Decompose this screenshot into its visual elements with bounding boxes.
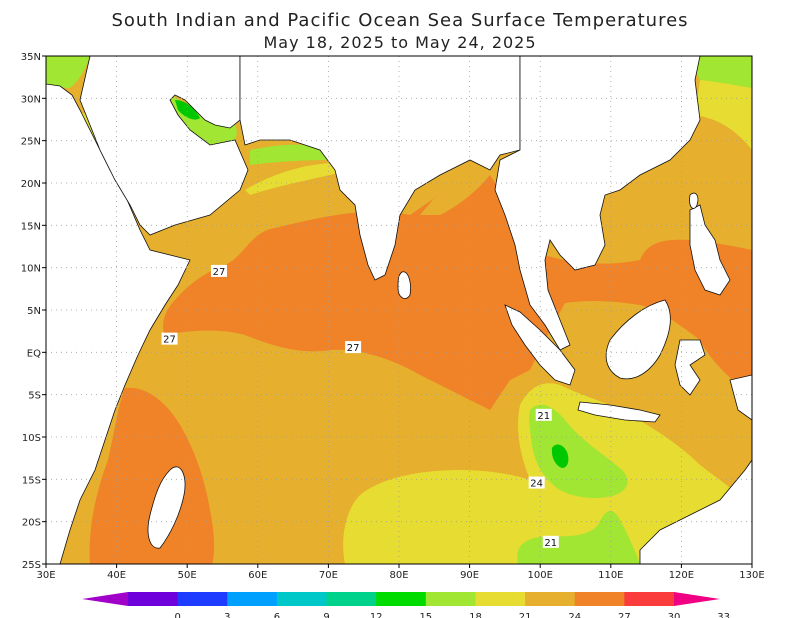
y-tick-label: 10N	[21, 264, 41, 275]
colorbar-cell	[574, 592, 625, 606]
land-sri-lanka	[397, 271, 411, 299]
y-tick-label: 5N	[27, 306, 41, 317]
colorbar-label: 18	[469, 612, 482, 618]
y-tick-label: 15S	[22, 475, 41, 486]
y-tick-label: 20N	[21, 179, 41, 190]
contour-label-bg	[345, 341, 362, 354]
colorbar-label: 3	[224, 612, 230, 618]
colorbar-cell	[525, 592, 576, 606]
colorbar-label: 0	[174, 612, 180, 618]
colorbar-label: 9	[323, 612, 329, 618]
contour-label: 24	[530, 479, 543, 490]
land-new-guinea	[729, 374, 752, 421]
chart-subtitle: May 18, 2025 to May 24, 2025	[263, 33, 537, 52]
contour-label-bg	[161, 332, 178, 345]
land-arabia	[79, 56, 249, 236]
x-tick-label: 120E	[669, 570, 694, 581]
colorbar-arrow-high	[674, 592, 720, 606]
land-philippines	[689, 204, 731, 296]
x-tick-label: 30E	[36, 570, 55, 581]
contour-label-bg	[528, 476, 545, 489]
sst-band-18-21-java	[529, 404, 628, 498]
colorbar-label: 12	[370, 612, 383, 618]
x-tick-label: 50E	[178, 570, 197, 581]
y-tick-label: 20S	[22, 518, 41, 529]
sst-band-18-21-south	[517, 510, 640, 564]
contour-label-bg	[210, 264, 227, 277]
contour-label: 27	[163, 335, 176, 346]
colorbar-cell	[177, 592, 228, 606]
land-sumatra	[504, 304, 576, 386]
colorbar-cell	[276, 592, 328, 606]
x-tick-label: 60E	[248, 570, 267, 581]
x-tick-label: 40E	[107, 570, 126, 581]
contour-label-bg	[542, 535, 559, 548]
contour-label: 21	[537, 411, 550, 422]
land-australia	[639, 459, 752, 564]
colorbar-cell	[475, 592, 526, 606]
x-tick-label: 90E	[460, 570, 479, 581]
sst-band-24-27-bay-north	[420, 165, 490, 215]
y-tick-label: 30N	[21, 94, 41, 105]
sst-band-green-high	[551, 444, 569, 468]
y-tick-label: 5S	[28, 391, 41, 402]
sst-field: 27 27 27 21 24 21	[46, 56, 752, 564]
land-madagascar	[147, 466, 186, 549]
y-tick-label: 15N	[21, 221, 41, 232]
land-sulawesi	[674, 339, 706, 396]
contour-label: 27	[213, 267, 226, 278]
chart-title: South Indian and Pacific Ocean Sea Surfa…	[111, 10, 689, 31]
x-tick-label: 110E	[598, 570, 623, 581]
colorbar-label: 24	[568, 612, 581, 618]
land-africa	[46, 83, 191, 564]
colorbar-cell	[128, 592, 179, 606]
sst-band-27-30-southwest	[89, 387, 215, 564]
colorbar-arrow-low	[82, 592, 128, 606]
sst-band-18-21-china	[694, 56, 752, 88]
sst-band-21-24-china	[695, 80, 752, 150]
colorbar-cell	[326, 592, 377, 606]
y-axis: 35N 30N 25N 20N 15N 10N 5N EQ 5S 10S 15S 20S 25S	[21, 52, 46, 571]
colorbar-cell	[624, 592, 675, 606]
sst-band-18-21-north-west	[46, 56, 90, 88]
land-java	[577, 401, 661, 423]
x-tick-label: 130E	[739, 570, 764, 581]
contour-label: 21	[544, 538, 557, 549]
colorbar-label: 21	[519, 612, 532, 618]
sst-band-21-24-arabian-sea-north	[245, 163, 350, 195]
colorbar: 0 3 6 9 12 15 18 21 24 27 30 33	[82, 592, 730, 618]
landmass	[46, 56, 752, 564]
sst-band-27-30-north	[163, 174, 752, 410]
colorbar-label: 27	[618, 612, 631, 618]
x-tick-label: 70E	[319, 570, 338, 581]
colorbar-label: 30	[668, 612, 681, 618]
contour-labels: 27 27 27 21 24 21	[161, 264, 559, 549]
colorbar-cell	[425, 592, 476, 606]
y-tick-label: 25N	[21, 137, 41, 148]
contour-label-bg	[535, 408, 552, 421]
land-south-asia	[239, 56, 521, 281]
colorbar-label: 33	[717, 612, 730, 618]
x-tick-label: 100E	[527, 570, 552, 581]
y-tick-label: 10S	[22, 433, 41, 444]
land-taiwan	[689, 192, 699, 209]
land-borneo	[605, 299, 671, 380]
colorbar-label: 6	[274, 612, 280, 618]
y-tick-label: 35N	[21, 52, 41, 63]
land-southeast-asia	[494, 56, 701, 351]
x-axis: 30E 40E 50E 60E 70E 80E 90E 100E 110E 120E 130E	[36, 564, 765, 581]
colorbar-label: 15	[419, 612, 432, 618]
contour-label: 27	[347, 343, 360, 354]
y-tick-label: EQ	[27, 348, 41, 359]
colorbar-cell	[376, 592, 427, 606]
colorbar-cell	[227, 592, 278, 606]
sst-band-green-gulf	[175, 100, 200, 120]
sst-band-18-21-pakistan	[250, 144, 330, 165]
x-tick-label: 80E	[389, 570, 408, 581]
y-tick-label: 25S	[22, 560, 41, 571]
